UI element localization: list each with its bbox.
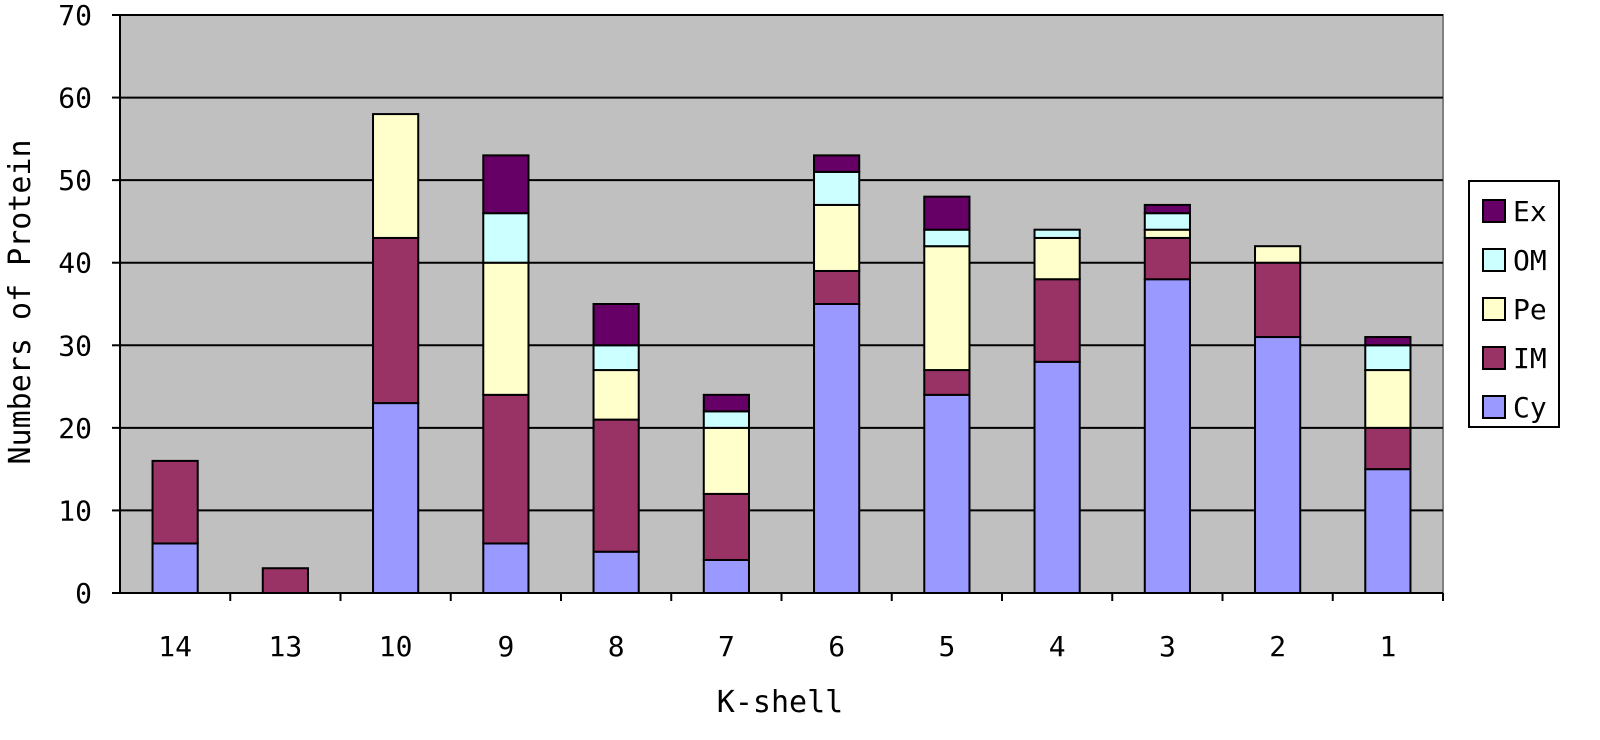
bar-segment-im-2 [1254,261,1302,339]
y-axis-label: Numbers of Protein [3,139,38,464]
bar-segment-im-4 [1033,278,1081,363]
bar-segment-cy-2 [1254,336,1302,594]
bar-segment-cy-10 [372,402,420,595]
bar-segment-cy-5 [923,393,971,595]
x-tick-label: 8 [608,630,625,663]
bar-segment-im-10 [372,236,420,405]
bar-segment-pe-8 [592,369,640,421]
legend-swatch-pe [1482,297,1506,321]
bar-segment-om-1 [1364,344,1412,372]
bar-segment-om-3 [1143,212,1191,231]
bar-segment-pe-5 [923,245,971,372]
bar-segment-cy-1 [1364,468,1412,594]
bar-segment-om-7 [702,410,750,429]
bar-segment-ex-9 [482,154,530,215]
bar-segment-im-7 [702,492,750,561]
x-axis-ticks: 14 13 10 9 8 7 6 5 4 3 2 1 [158,593,1444,663]
legend-label-ex: Ex [1513,195,1547,228]
bar-segment-om-6 [813,170,861,206]
bar-segment-pe-4 [1033,236,1081,281]
x-tick-label: 5 [938,630,955,663]
legend-swatch-im [1482,346,1506,370]
x-tick-label: 13 [269,630,303,663]
plot-area [119,14,1444,595]
x-tick-label: 14 [158,630,192,663]
legend: Ex OM Pe IM Cy [1468,180,1560,428]
bar-segment-im-1 [1364,426,1412,471]
x-tick-label: 9 [497,630,514,663]
bar-segment-pe-6 [813,203,861,272]
x-tick-label: 7 [718,630,735,663]
bar-segment-ex-1 [1364,336,1412,347]
bar-segment-ex-7 [702,393,750,413]
bar-segment-pe-10 [372,113,420,239]
y-tick-label: 50 [58,164,92,197]
bar-segment-pe-7 [702,426,750,495]
legend-swatch-cy [1482,395,1506,419]
bar-segment-om-9 [482,212,530,264]
bar-segment-pe-9 [482,261,530,396]
legend-swatch-ex [1482,199,1506,223]
bar-segment-im-6 [813,269,861,306]
bar-segment-cy-7 [702,558,750,595]
legend-swatch-om [1482,248,1506,272]
y-tick-label: 10 [58,494,92,527]
legend-label-im: IM [1513,342,1547,375]
y-tick-label: 40 [58,247,92,280]
bar-segment-im-5 [923,369,971,396]
bar-segment-ex-3 [1143,203,1191,215]
legend-label-om: OM [1513,244,1547,277]
bar-segment-cy-6 [813,303,861,594]
legend-label-pe: Pe [1513,293,1547,326]
x-tick-label: 4 [1049,630,1066,663]
bar-segment-om-8 [592,344,640,372]
y-tick-label: 60 [58,82,92,115]
x-tick-label: 6 [828,630,845,663]
y-tick-label: 30 [58,329,92,362]
x-tick-label: 2 [1269,630,1286,663]
bar-segment-im-14 [151,459,199,545]
bar-segment-om-4 [1033,228,1081,239]
bar-segment-im-3 [1143,236,1191,281]
bar-segment-cy-9 [482,542,530,595]
x-axis-label: K-shell [717,685,843,720]
y-tick-label: 70 [58,0,92,32]
y-axis-ticks: 0 10 20 30 40 50 60 70 [58,0,120,610]
bar-segment-pe-2 [1254,245,1302,264]
bar-segment-cy-3 [1143,278,1191,594]
x-tick-label: 1 [1379,630,1396,663]
bar-segment-om-5 [923,228,971,248]
bar-segment-im-13 [261,567,309,595]
bar-segment-cy-14 [151,542,199,595]
x-tick-label: 3 [1159,630,1176,663]
y-tick-label: 0 [75,577,92,610]
legend-label-cy: Cy [1513,391,1547,424]
bar-segment-cy-8 [592,550,640,595]
bar-segment-ex-5 [923,195,971,231]
plot-background [119,14,1444,594]
x-tick-label: 10 [379,630,413,663]
bar-segment-ex-6 [813,154,861,173]
y-tick-label: 20 [58,412,92,445]
bar-segment-im-8 [592,418,640,553]
bar-segment-cy-4 [1033,360,1081,594]
bar-segment-pe-3 [1143,228,1191,239]
bar-segment-ex-8 [592,303,640,347]
bar-segment-im-9 [482,393,530,545]
bar-segment-pe-1 [1364,369,1412,429]
